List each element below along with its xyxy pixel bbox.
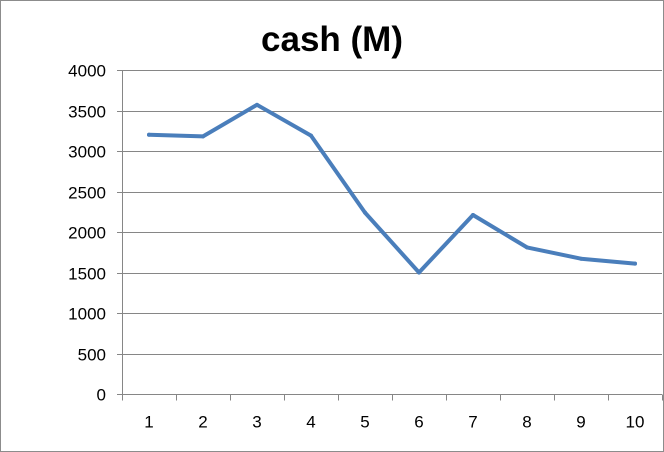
x-tick-label: 8 (522, 413, 531, 432)
y-tick-label: 1000 (68, 305, 106, 324)
data-point (309, 133, 313, 138)
gridlines (122, 70, 662, 355)
data-point (525, 245, 529, 250)
y-tick-label: 0 (97, 386, 106, 405)
chart-title: cash (M) (261, 20, 403, 59)
data-point (633, 261, 637, 266)
data-point (201, 134, 205, 139)
series-line (147, 102, 637, 275)
data-point (417, 270, 421, 275)
series (147, 102, 637, 275)
y-tick-label: 2000 (68, 224, 106, 243)
y-tick-label: 500 (78, 346, 106, 365)
y-tick-label: 2500 (68, 184, 106, 203)
y-tick-label: 3000 (68, 143, 106, 162)
y-axis-ticks: 0 500 1000 1500 2000 2500 3000 3500 4000 (68, 62, 122, 405)
x-tick-label: 7 (468, 413, 477, 432)
data-point (255, 102, 259, 107)
y-tick-label: 4000 (68, 62, 106, 81)
x-tick-label: 1 (144, 413, 153, 432)
data-point (363, 210, 367, 215)
x-tick-label: 2 (198, 413, 207, 432)
data-point (579, 256, 583, 261)
y-tick-label: 3500 (68, 103, 106, 122)
x-tick-label: 10 (626, 413, 645, 432)
data-point (471, 212, 475, 217)
x-axis-ticks: 1 2 3 4 5 6 7 8 9 10 (122, 394, 663, 432)
x-tick-label: 3 (252, 413, 261, 432)
data-point (147, 132, 151, 137)
x-tick-label: 9 (576, 413, 585, 432)
x-tick-label: 6 (414, 413, 423, 432)
y-tick-label: 1500 (68, 265, 106, 284)
x-tick-label: 4 (306, 413, 315, 432)
x-tick-label: 5 (360, 413, 369, 432)
